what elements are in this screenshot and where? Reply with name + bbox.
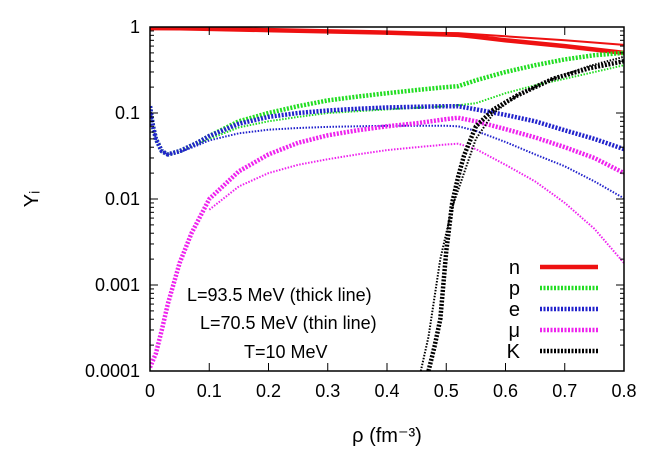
x-tick-label: 0.7 [552, 381, 577, 401]
y-tick-label: 0.001 [95, 275, 140, 295]
x-tick-label: 0.5 [434, 381, 459, 401]
annotations: L=93.5 MeV (thick line) L=70.5 MeV (thin… [187, 285, 377, 362]
y-axis-title: Yᵢ [21, 191, 43, 207]
annotation-thick-line: L=93.5 MeV (thick line) [187, 285, 372, 305]
x-tick-label: 0.8 [611, 381, 636, 401]
series-line-k-thin [419, 55, 624, 371]
x-tick-label: 0.4 [374, 381, 399, 401]
y-tick-label: 1 [130, 17, 140, 37]
annotation-temperature: T=10 MeV [244, 342, 328, 362]
annotation-thin-line: L=70.5 MeV (thin line) [200, 313, 377, 333]
legend-label-k: K [507, 341, 521, 363]
legend-label-mu: μ [508, 320, 520, 342]
y-tick-label: 0.01 [105, 189, 140, 209]
legend-label-p: p [509, 278, 520, 300]
series-line-p-thick [150, 50, 624, 157]
series-line-n-thin [150, 27, 624, 46]
legend-label-e: e [509, 299, 520, 321]
x-axis-title: ρ (fm⁻³) [352, 425, 422, 447]
ticks-layer: 0 0.1 0.2 0.3 0.4 0.5 0.6 0.7 0.8 0.0001 0.001 0.01… [85, 17, 637, 401]
y-tick-label: 0.0001 [85, 361, 140, 381]
series-line-k-thick [426, 58, 624, 371]
legend-label-n: n [509, 257, 520, 279]
series-line-mu-thin [208, 142, 624, 264]
x-tick-label: 0.1 [197, 381, 222, 401]
x-tick-label: 0.2 [256, 381, 281, 401]
x-tick-label: 0 [145, 381, 155, 401]
x-tick-label: 0.6 [493, 381, 518, 401]
y-tick-label: 0.1 [115, 103, 140, 123]
x-tick-label: 0.3 [315, 381, 340, 401]
series-line-e-thin [150, 106, 624, 200]
series-line-mu-thick [150, 115, 624, 369]
series-line-e-thick [150, 103, 624, 157]
series-layer [150, 27, 624, 371]
